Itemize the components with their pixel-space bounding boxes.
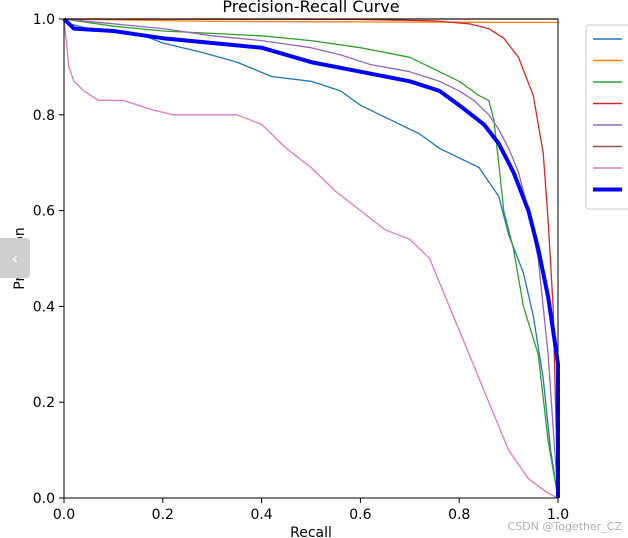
x-tick-label: 0.6 [349,507,371,523]
chart-title: Precision-Recall Curve [222,0,399,16]
series-line-5 [63,18,559,499]
y-tick-label: 0.6 [33,204,55,220]
x-axis-title: Recall [290,525,332,538]
x-tick-label: 1.0 [547,507,569,523]
x-axis: 0.0 0.2 0.4 0.6 0.8 1.0 [53,498,569,523]
chevron-left-icon: ‹ [11,248,19,268]
x-tick-label: 0.8 [448,507,470,523]
y-tick-label: 0.2 [33,395,55,411]
collapse-panel-tab[interactable]: ‹ [0,238,30,278]
series-line-3 [63,18,559,499]
legend [585,24,628,210]
series-line-8 [62,17,560,498]
series-layer [62,17,560,499]
x-tick-label: 0.4 [250,507,272,523]
y-tick-label: 0.4 [33,299,55,315]
series-line-4 [63,18,559,499]
series-line-2 [63,18,558,24]
legend-box [585,24,628,210]
x-tick-label: 0.2 [152,507,174,523]
plot-frame [63,18,559,499]
y-axis: 0.0 0.2 0.4 0.6 0.8 1.0 [33,12,64,507]
y-tick-label: 0.8 [33,108,55,124]
series-line-7 [63,18,559,499]
series-line-1 [63,18,559,499]
y-tick-label: 1.0 [33,12,55,28]
x-tick-label: 0.0 [53,507,75,523]
watermark: CSDN @Together_CZ [507,520,622,533]
y-tick-label: 0.0 [33,491,55,507]
